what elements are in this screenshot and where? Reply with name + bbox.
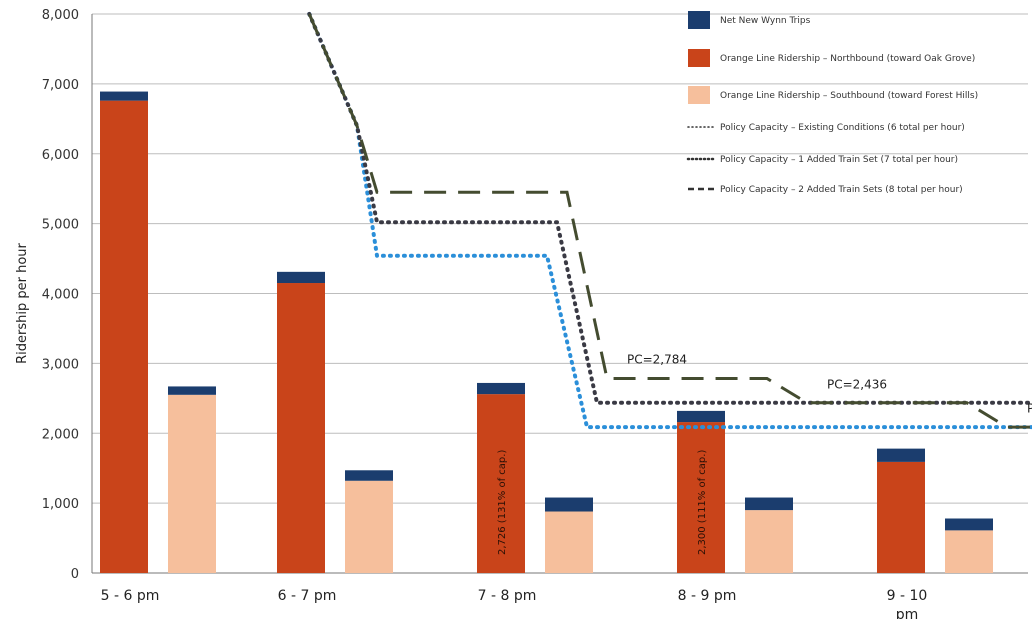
northbound-ridership-bar [277, 283, 325, 573]
y-tick-label: 1,000 [42, 497, 79, 512]
net-new-wynn-trips-segment [477, 382, 525, 395]
y-tick-label: 0 [71, 567, 79, 582]
net-new-wynn-trips-segment [277, 271, 325, 284]
southbound-ridership-bar [545, 511, 593, 573]
legend: Net New Wynn Trips Orange Line Ridership … [686, 11, 978, 195]
northbound-ridership-bar [477, 394, 525, 573]
y-axis-ticks: 0 1,000 2,000 3,000 4,000 5,000 6,000 7,000 8,00… [42, 8, 79, 582]
y-tick-label: 6,000 [42, 148, 79, 163]
legend-label: Policy Capacity – 2 Added Train Sets (8 … [720, 185, 963, 195]
net-new-wynn-trips-segment [945, 518, 993, 531]
gridlines [91, 13, 1028, 574]
southbound-ridership-bar [168, 394, 216, 573]
x-category-label: 6 - 7 pm [278, 588, 337, 604]
y-axis-label: Ridership per hour [15, 242, 30, 363]
legend-swatch [688, 49, 710, 67]
northbound-ridership-bar [677, 422, 725, 573]
legend-label: Orange Line Ridership – Northbound (towa… [720, 54, 975, 64]
net-new-wynn-trips-segment [745, 497, 793, 511]
net-new-wynn-trips-segment [345, 470, 393, 481]
y-tick-label: 5,000 [42, 218, 79, 233]
legend-label: Policy Capacity – 1 Added Train Set (7 t… [720, 155, 958, 165]
x-category-label: 9 - 10 [887, 588, 928, 604]
y-tick-label: 3,000 [42, 357, 79, 372]
x-category-label: 5 - 6 pm [101, 588, 160, 604]
net-new-wynn-trips-segment [545, 497, 593, 512]
x-category-label: 7 - 8 pm [478, 588, 537, 604]
net-new-wynn-trips-segment [677, 410, 725, 423]
y-tick-label: 8,000 [42, 8, 79, 23]
southbound-ridership-bar [345, 480, 393, 573]
northbound-ridership-bar [877, 461, 925, 573]
annotations: PC=2,784 PC=2,436 PC=2,088 [627, 352, 1032, 415]
net-new-wynn-trips-segment [168, 386, 216, 395]
y-tick-label: 4,000 [42, 288, 79, 303]
policy-capacity-annotation: PC=2,784 [627, 352, 687, 366]
policy-capacity-line [307, 13, 1032, 429]
legend-label: Orange Line Ridership – Southbound (towa… [720, 91, 978, 101]
legend-swatch [688, 86, 710, 104]
net-new-wynn-trips-segment [100, 91, 148, 101]
policy-capacity-annotation: PC=2,088 [1027, 401, 1032, 415]
x-axis-categories: 5 - 6 pm 6 - 7 pm 7 - 8 pm 8 - 9 pm 9 - 10 pm [101, 588, 928, 619]
bar-inside-label: 2,726 (131% of cap.) [497, 450, 508, 555]
y-tick-label: 2,000 [42, 427, 79, 442]
southbound-ridership-bar [945, 530, 993, 573]
northbound-ridership-bar [100, 100, 148, 574]
southbound-ridership-bar [745, 510, 793, 573]
policy-capacity-line [307, 12, 1032, 430]
legend-swatch [688, 11, 710, 29]
policy-capacity-line [307, 12, 1032, 405]
policy-capacity-lines [307, 12, 1032, 430]
net-new-wynn-trips-segment [877, 448, 925, 462]
x-category-label-line2: pm [896, 607, 919, 619]
y-tick-label: 7,000 [42, 78, 79, 93]
bars: 2,726 (131% of cap.) 2,300 (111% of cap.) [100, 91, 993, 574]
bar-inside-label: 2,300 (111% of cap.) [697, 450, 708, 555]
legend-label: Policy Capacity – Existing Conditions (6… [720, 123, 965, 133]
policy-capacity-annotation: PC=2,436 [827, 378, 887, 392]
legend-label: Net New Wynn Trips [720, 16, 811, 26]
x-category-label: 8 - 9 pm [678, 588, 737, 604]
